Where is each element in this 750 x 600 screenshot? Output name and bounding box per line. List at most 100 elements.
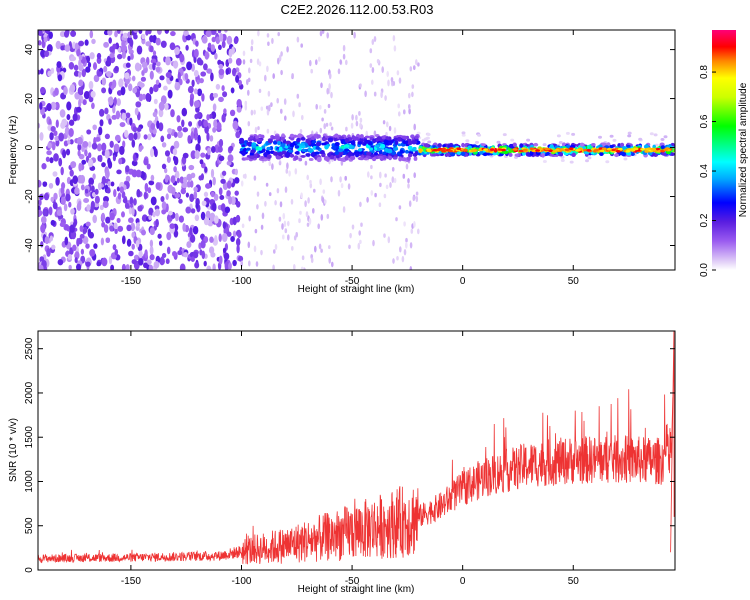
spectrogram-cell [408, 200, 412, 208]
spectrogram-cell [242, 147, 247, 153]
spectrogram-cell [358, 110, 361, 116]
spectrogram-cell [330, 155, 335, 160]
spectrogram-cell [47, 70, 52, 77]
spectrogram-cell [413, 221, 416, 228]
spectrogram-cell [255, 135, 260, 139]
spectrogram-cell [97, 182, 102, 191]
spectrogram-cell [184, 73, 189, 81]
spectrogram-cell [205, 210, 211, 219]
spectrogram-cell [223, 252, 230, 261]
spectrogram-cell [268, 192, 272, 197]
spectrogram-cell [363, 157, 369, 161]
spectrogram-cell [320, 214, 324, 221]
spectrogram-cell [197, 88, 203, 97]
spectrogram-cell [107, 180, 111, 187]
spectrogram-cell [200, 152, 206, 158]
spectrogram-cell [101, 87, 107, 94]
spectrogram-cell [190, 256, 195, 262]
spectrogram-cell [158, 122, 164, 132]
spectrogram-cell [161, 201, 167, 210]
spectrogram-cell [225, 68, 229, 75]
spectrogram-cell [60, 45, 65, 51]
spectrogram-cell [74, 257, 78, 264]
spectrogram-cell [108, 37, 112, 44]
spectrogram-cell [109, 225, 114, 232]
spectrogram-cell [386, 70, 390, 78]
spectrogram-cell [164, 150, 171, 157]
spectrogram-cell [133, 132, 138, 141]
spectrogram-cell [242, 174, 246, 179]
spectrogram-cell [232, 259, 237, 267]
spectrogram-cell [118, 157, 123, 165]
spectrogram-cell [177, 131, 183, 139]
spectrogram-cell [247, 120, 251, 127]
spectrogram-cell [489, 148, 495, 151]
spectrogram-cell [46, 44, 53, 53]
spectrogram-cell [85, 261, 91, 267]
spectrogram-cell [133, 154, 137, 162]
spectrogram-cell [384, 173, 387, 178]
spectrogram-cell [65, 193, 71, 202]
spectrogram-cell [379, 182, 382, 188]
spectrogram-cell [158, 101, 165, 111]
spectrogram-cell [218, 68, 225, 76]
spectrogram-cell [235, 200, 241, 208]
spectrogram-cell [158, 108, 164, 118]
spectrogram-cell [251, 144, 257, 149]
spectrogram-cell [169, 42, 176, 51]
spectrogram-cell [307, 148, 314, 152]
spectrogram-cell [518, 149, 524, 153]
spectrogram-cell [355, 114, 358, 121]
spectrogram-cell [638, 137, 643, 141]
spectrogram-cell [617, 147, 623, 151]
spectrogram-cell [144, 249, 148, 259]
spectrogram-cell [59, 109, 66, 118]
spectrogram-cell [230, 235, 235, 243]
spectrogram-cell [88, 177, 95, 186]
spectrogram-cell [587, 156, 592, 160]
spectrogram-cell [277, 140, 281, 146]
spectrogram-cell [172, 148, 178, 156]
colorbar-tick-label: 0.8 [699, 65, 710, 79]
spectrogram-cell [108, 96, 114, 106]
spectrogram-cell [542, 143, 547, 147]
spectrogram-cell [45, 156, 50, 162]
spectrogram-cell [301, 148, 306, 152]
spectrogram-cell [305, 153, 311, 157]
spectrogram-cell [96, 143, 103, 152]
spectrogram-cell [74, 42, 79, 50]
spectrogram-cell [140, 76, 147, 82]
spectrogram-cell [166, 156, 171, 163]
colorbar: 0.0 0.2 0.4 0.6 0.8 Normalized spectral ampl… [699, 30, 749, 277]
spectrogram-cell [372, 157, 377, 162]
spectrogram-cell [416, 131, 421, 135]
spectrogram-cell [308, 217, 312, 225]
spectrogram-cell [205, 183, 211, 189]
spectrogram-cell [109, 140, 114, 148]
spectrogram-cell [149, 239, 154, 248]
spectrogram-cell [67, 139, 71, 145]
spectrogram-cell [114, 30, 118, 38]
spectrogram-cell [74, 187, 80, 195]
spectrogram-cell [287, 234, 290, 241]
spectrogram-cell [102, 200, 109, 209]
spectrogram-cell [88, 141, 92, 148]
spectrogram-cell [415, 195, 419, 203]
spectrogram-cell [478, 150, 484, 155]
spectrogram-cell [359, 83, 362, 88]
spectrogram-cell [260, 249, 263, 256]
spectrogram-cell [107, 30, 113, 36]
spectrogram-cell [179, 263, 186, 270]
spectrogram-cell [284, 152, 291, 158]
spectrogram-cell [125, 112, 131, 119]
spectrogram-cell [320, 82, 323, 89]
spectrogram-cell [210, 72, 214, 82]
spectrogram-cell [401, 255, 405, 263]
spectrogram-cell [280, 136, 285, 141]
spectrogram-cell [501, 148, 506, 152]
spectrogram-cell [660, 145, 666, 150]
spectrogram-cell [373, 36, 377, 42]
spectrogram-cell [193, 69, 199, 78]
spectrogram-cell [166, 246, 171, 255]
snr-y-ticks: 0 500 1000 1500 2000 2500 [24, 337, 675, 573]
